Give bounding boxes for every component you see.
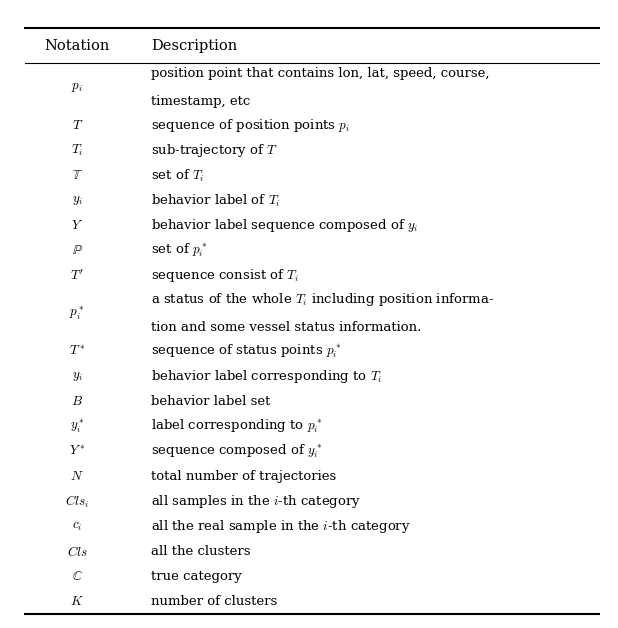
Text: $c_i$: $c_i$	[72, 520, 82, 533]
Text: behavior label corresponding to $T_i$: behavior label corresponding to $T_i$	[151, 367, 383, 384]
Text: sequence of status points $p_i^*$: sequence of status points $p_i^*$	[151, 342, 342, 360]
Text: $Cls$: $Cls$	[67, 544, 88, 558]
Text: number of clusters: number of clusters	[151, 595, 277, 608]
Text: $T^{\prime}$: $T^{\prime}$	[70, 269, 84, 283]
Text: $B$: $B$	[71, 394, 83, 408]
Text: set of $p_i^*$: set of $p_i^*$	[151, 242, 208, 259]
Text: all samples in the $i$-th category: all samples in the $i$-th category	[151, 493, 362, 510]
Text: label corresponding to $p_i^*$: label corresponding to $p_i^*$	[151, 418, 323, 435]
Text: $\mathbb{T}$: $\mathbb{T}$	[72, 169, 83, 182]
Text: $K$: $K$	[70, 595, 84, 608]
Text: $y_i$: $y_i$	[72, 370, 83, 382]
Text: $T$: $T$	[72, 119, 83, 132]
Text: sequence consist of $T_i$: sequence consist of $T_i$	[151, 268, 300, 284]
Text: $y_i^*$: $y_i^*$	[70, 418, 85, 435]
Text: all the clusters: all the clusters	[151, 545, 251, 558]
Text: $\mathbb{P}$: $\mathbb{P}$	[72, 244, 83, 257]
Text: $T_i$: $T_i$	[71, 143, 83, 158]
Text: true category: true category	[151, 570, 242, 583]
Text: $y_i$: $y_i$	[72, 194, 83, 207]
Text: $p_i$: $p_i$	[71, 82, 83, 94]
Text: total number of trajectories: total number of trajectories	[151, 470, 337, 483]
Text: position point that contains lon, lat, speed, course,: position point that contains lon, lat, s…	[151, 67, 490, 80]
Text: Description: Description	[151, 38, 238, 53]
Text: behavior label set: behavior label set	[151, 394, 271, 408]
Text: $Y$: $Y$	[71, 219, 83, 232]
Text: behavior label sequence composed of $y_i$: behavior label sequence composed of $y_i…	[151, 217, 419, 234]
Text: sub-trajectory of $T$: sub-trajectory of $T$	[151, 142, 279, 159]
Text: $\mathbb{C}$: $\mathbb{C}$	[72, 570, 83, 583]
Text: sequence composed of $y_i^*$: sequence composed of $y_i^*$	[151, 443, 323, 460]
Text: $Cls_i$: $Cls_i$	[65, 493, 90, 509]
Text: $N$: $N$	[70, 470, 84, 483]
Text: Notation: Notation	[44, 38, 110, 53]
Text: behavior label of $T_i$: behavior label of $T_i$	[151, 193, 281, 208]
Text: $T^*$: $T^*$	[69, 344, 86, 358]
Text: all the real sample in the $i$-th category: all the real sample in the $i$-th catego…	[151, 518, 411, 535]
Text: tion and some vessel status information.: tion and some vessel status information.	[151, 321, 421, 334]
Text: $p_i^*$: $p_i^*$	[69, 305, 85, 322]
Text: a status of the whole $T_i$ including position informa-: a status of the whole $T_i$ including po…	[151, 291, 494, 308]
Text: timestamp, etc: timestamp, etc	[151, 95, 251, 109]
Text: $Y^*$: $Y^*$	[69, 444, 86, 458]
Text: set of $T_i$: set of $T_i$	[151, 168, 205, 184]
Text: sequence of position points $p_i$: sequence of position points $p_i$	[151, 117, 351, 134]
